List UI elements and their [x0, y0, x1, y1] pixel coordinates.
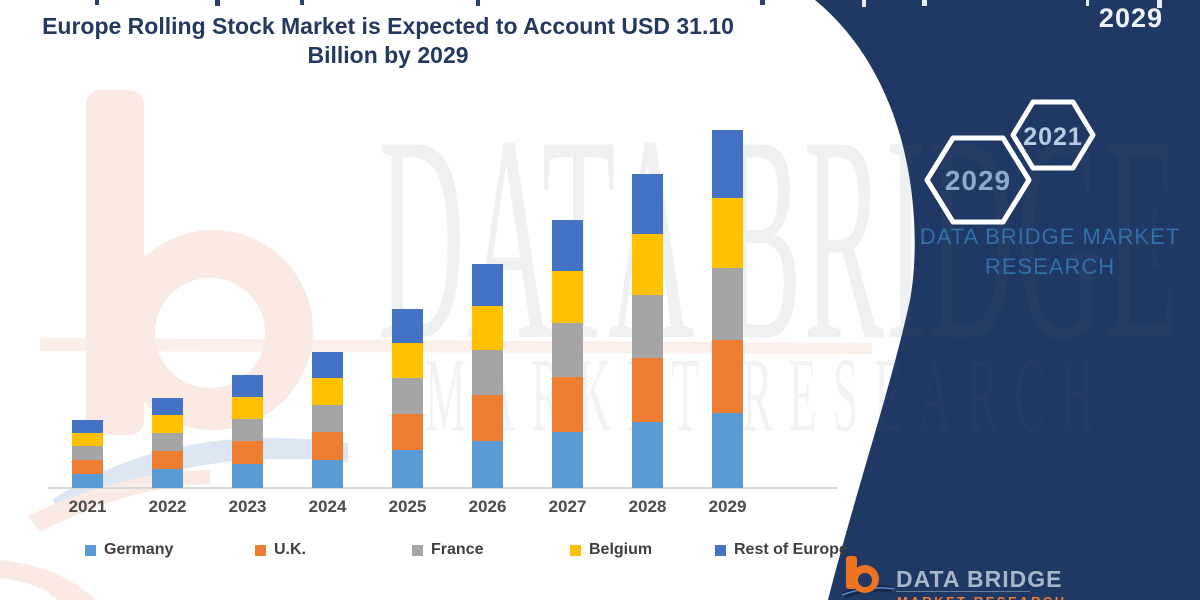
segment-uk-2021 — [72, 459, 103, 474]
segment-germany-2029 — [712, 412, 743, 488]
segment-uk-2024 — [312, 431, 343, 460]
segment-uk-2027 — [552, 376, 583, 432]
bar-2023 — [232, 375, 263, 488]
clipped-text-fragment — [760, 0, 765, 5]
bar-2028 — [632, 174, 663, 488]
segment-france-2024 — [312, 404, 343, 432]
bar-2021 — [72, 420, 103, 488]
segment-belgium-2024 — [312, 378, 343, 405]
segment-belgium-2026 — [472, 306, 503, 351]
segment-restofeurope-2025 — [392, 308, 423, 343]
segment-restofeurope-2027 — [552, 220, 583, 272]
logo-wordmark: DATA BRIDGE — [896, 566, 1063, 592]
legend-marker-belgium — [570, 544, 581, 556]
legend-marker-france — [412, 544, 423, 556]
segment-restofeurope-2024 — [312, 352, 343, 379]
sidebar-brand-line2: RESEARCH — [984, 254, 1116, 279]
legend-marker-restofeurope — [715, 544, 726, 556]
segment-germany-2028 — [632, 422, 663, 488]
bar-2027 — [552, 220, 583, 488]
segment-germany-2022 — [152, 469, 183, 488]
legend-item-france: France — [412, 541, 483, 559]
segment-restofeurope-2021 — [72, 420, 103, 434]
legend-label-restofeurope: Rest of Europe — [734, 541, 848, 558]
clipped-text-fragment — [95, 0, 99, 5]
bar-2024 — [312, 352, 343, 488]
sidebar-corner-year: 2029 — [1098, 3, 1163, 33]
segment-france-2022 — [152, 432, 183, 451]
segment-restofeurope-2029 — [712, 130, 743, 199]
chart-title-line2: Billion by 2029 — [307, 42, 469, 68]
legend-item-uk: U.K. — [255, 541, 306, 559]
x-axis-label-2024: 2024 — [308, 497, 347, 516]
segment-france-2021 — [72, 446, 103, 460]
segment-france-2028 — [632, 294, 663, 358]
x-axis-label-2029: 2029 — [708, 497, 747, 516]
x-axis-label-2025: 2025 — [388, 497, 427, 516]
segment-belgium-2023 — [232, 396, 263, 419]
x-axis-line — [48, 487, 838, 489]
segment-belgium-2027 — [552, 271, 583, 324]
segment-belgium-2021 — [72, 433, 103, 447]
segment-belgium-2028 — [632, 233, 663, 295]
segment-germany-2021 — [72, 473, 103, 488]
segment-restofeurope-2022 — [152, 398, 183, 416]
clipped-text-fragment — [300, 0, 304, 5]
segment-germany-2026 — [472, 440, 503, 488]
bar-2022 — [152, 398, 183, 488]
logo-b-bowl-hole — [858, 573, 872, 587]
segment-germany-2024 — [312, 459, 343, 488]
clipped-text-fragment — [215, 0, 220, 6]
legend-label-uk: U.K. — [274, 541, 306, 558]
segment-uk-2022 — [152, 450, 183, 470]
chart-legend: Germany U.K. France Belgium Rest of Europe — [0, 541, 900, 563]
x-axis-label-2028: 2028 — [628, 497, 667, 516]
segment-uk-2028 — [632, 357, 663, 423]
bar-2025 — [392, 308, 423, 488]
legend-label-belgium: Belgium — [589, 541, 653, 558]
segment-belgium-2022 — [152, 415, 183, 433]
legend-label-france: France — [431, 541, 484, 558]
legend-item-restofeurope: Rest of Europe — [715, 541, 848, 559]
logo-underline — [896, 591, 1030, 592]
legend-item-germany: Germany — [85, 541, 173, 559]
legend-marker-germany — [85, 544, 96, 556]
segment-france-2027 — [552, 323, 583, 377]
sidebar-brand-line1: DATA BRIDGE MARKET — [919, 224, 1181, 249]
x-axis-label-2021: 2021 — [68, 497, 107, 516]
segment-germany-2025 — [392, 450, 423, 488]
logo-subtext: MARKET RESEARCH — [897, 594, 1067, 600]
segment-uk-2026 — [472, 394, 503, 441]
legend-item-belgium: Belgium — [570, 541, 652, 559]
segment-uk-2025 — [392, 413, 423, 451]
x-axis-label-2027: 2027 — [548, 497, 587, 516]
x-axis-label-2026: 2026 — [468, 497, 507, 516]
segment-france-2023 — [232, 418, 263, 442]
segment-belgium-2025 — [392, 342, 423, 378]
segment-restofeurope-2023 — [232, 375, 263, 397]
segment-france-2029 — [712, 268, 743, 340]
x-axis-label-2022: 2022 — [148, 497, 187, 516]
segment-belgium-2029 — [712, 198, 743, 269]
sidebar-brand-text: DATA BRIDGE MARKET RESEARCH — [900, 222, 1200, 282]
segment-restofeurope-2028 — [632, 174, 663, 234]
chart-title: Europe Rolling Stock Market is Expected … — [38, 12, 738, 70]
databridge-logo-icon — [841, 556, 895, 599]
segment-restofeurope-2026 — [472, 263, 503, 307]
segment-uk-2023 — [232, 441, 263, 465]
legend-marker-uk — [255, 544, 266, 556]
legend-label-germany: Germany — [104, 541, 174, 558]
bar-2029 — [712, 130, 743, 488]
clipped-text-fragment — [476, 0, 480, 6]
bar-2026 — [472, 263, 503, 488]
segment-uk-2029 — [712, 339, 743, 413]
segment-germany-2027 — [552, 431, 583, 488]
segment-germany-2023 — [232, 464, 263, 488]
segment-france-2026 — [472, 350, 503, 395]
chart-title-line1: Europe Rolling Stock Market is Expected … — [42, 13, 734, 39]
x-axis-label-2023: 2023 — [228, 497, 267, 516]
segment-france-2025 — [392, 377, 423, 414]
